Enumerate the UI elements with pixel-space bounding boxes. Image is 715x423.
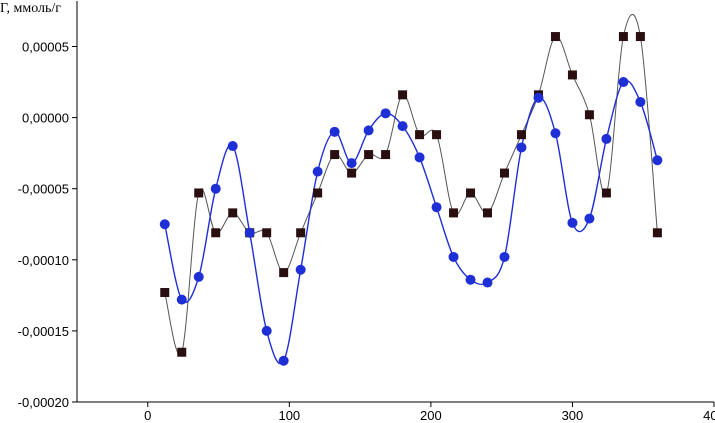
- square-point: [160, 288, 170, 298]
- circle-point: [465, 274, 476, 285]
- circle-point: [346, 158, 357, 169]
- y-tick-label: -0,00015: [18, 324, 69, 339]
- circle-point: [414, 152, 425, 163]
- square-point: [449, 208, 459, 218]
- axes: -0,00020 -0,00015 -0,00010 -0,00005 0,00000 0…: [18, 1, 715, 423]
- circle-point: [278, 355, 289, 366]
- series-lines: [164, 14, 659, 365]
- square-point: [381, 150, 391, 160]
- circle-point: [584, 213, 595, 224]
- circle-point: [499, 251, 510, 262]
- series-line-2: [164, 79, 659, 365]
- y-tick-label: 0,00000: [22, 111, 69, 126]
- circle-point: [193, 271, 204, 282]
- circle-point: [380, 108, 391, 119]
- square-point: [330, 150, 340, 160]
- circle-point: [618, 77, 629, 88]
- x-tick-label: 100: [278, 408, 300, 423]
- square-point: [466, 188, 476, 198]
- circle-point: [652, 155, 663, 166]
- circle-point: [261, 325, 272, 336]
- x-tick-label: 300: [562, 408, 584, 423]
- square-point: [567, 70, 577, 80]
- circle-point: [482, 277, 493, 288]
- square-point: [483, 208, 493, 218]
- square-point: [601, 188, 611, 198]
- circle-point: [329, 126, 340, 137]
- circle-point: [244, 227, 255, 238]
- square-point: [652, 228, 662, 238]
- y-tick-label: -0,00020: [18, 395, 69, 410]
- circle-point: [448, 251, 459, 262]
- series-markers: [159, 32, 663, 366]
- square-point: [194, 188, 204, 198]
- square-point: [313, 188, 323, 198]
- circle-point: [227, 141, 238, 152]
- square-point: [211, 228, 221, 238]
- x-tick-label: 400: [703, 408, 715, 423]
- square-point: [516, 130, 526, 140]
- series-line-1: [164, 14, 658, 356]
- y-axis-label: Г, ммоль/г: [0, 1, 61, 16]
- square-point: [550, 32, 560, 42]
- y-tick-label: -0,00005: [18, 182, 69, 197]
- square-point: [635, 32, 645, 42]
- circle-point: [176, 294, 187, 305]
- circle-point: [295, 264, 306, 275]
- square-point: [398, 90, 408, 100]
- square-point: [177, 347, 187, 357]
- circle-point: [159, 219, 170, 230]
- square-point: [228, 208, 238, 218]
- square-point: [584, 110, 594, 120]
- square-point: [415, 130, 425, 140]
- x-tick-label: 0: [144, 408, 151, 423]
- circle-point: [431, 202, 442, 213]
- square-point: [618, 32, 628, 42]
- circle-point: [550, 128, 561, 139]
- square-point: [296, 228, 306, 238]
- square-point: [262, 228, 272, 238]
- circle-point: [397, 121, 408, 132]
- circle-point: [533, 92, 544, 103]
- square-point: [279, 268, 289, 278]
- square-point: [347, 168, 357, 178]
- x-tick-label: 200: [420, 408, 442, 423]
- circle-point: [312, 166, 323, 177]
- y-tick-label: 0,00005: [22, 40, 69, 55]
- circle-point: [363, 125, 374, 136]
- square-point: [499, 168, 509, 178]
- circle-point: [635, 96, 646, 107]
- circle-point: [516, 142, 527, 153]
- circle-point: [567, 217, 578, 228]
- y-tick-label: -0,00010: [18, 253, 69, 268]
- circle-point: [601, 133, 612, 144]
- square-point: [364, 150, 374, 160]
- circle-point: [210, 183, 221, 194]
- square-point: [432, 130, 442, 140]
